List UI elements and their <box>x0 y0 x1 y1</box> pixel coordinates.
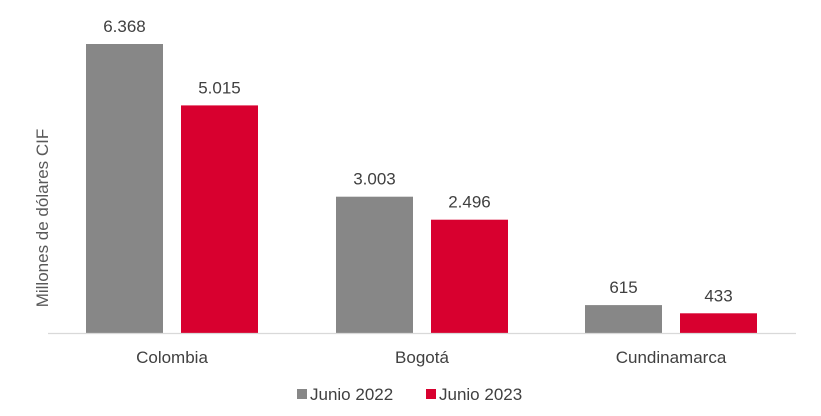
data-label: 433 <box>704 286 732 305</box>
bar-cundinamarca-series-1 <box>585 305 662 333</box>
category-labels: Colombia Bogotá Cundinamarca <box>136 348 727 367</box>
bar-colombia-series-1 <box>86 44 163 333</box>
x-tick-label: Bogotá <box>395 348 449 367</box>
y-axis-title: Millones de dólares CIF <box>33 129 52 308</box>
data-label: 2.496 <box>448 193 491 212</box>
bar-bogotá-series-2 <box>431 219 508 333</box>
data-label: 5.015 <box>198 78 241 97</box>
legend-item: Junio 2022 <box>297 385 393 404</box>
legend: Junio 2022 Junio 2023 <box>297 385 522 404</box>
bar-bogotá-series-1 <box>336 196 413 333</box>
data-label: 6.368 <box>103 17 146 36</box>
legend-label: Junio 2023 <box>439 385 522 404</box>
legend-swatch <box>426 389 436 399</box>
legend-swatch <box>297 389 307 399</box>
x-tick-label: Cundinamarca <box>616 348 727 367</box>
legend-label: Junio 2022 <box>310 385 393 404</box>
bar-cundinamarca-series-2 <box>680 313 757 333</box>
bar-colombia-series-2 <box>181 105 258 334</box>
data-label: 615 <box>609 278 637 297</box>
bars-layer: 6.368 3.003 615 5.015 2.496 433 <box>86 17 757 334</box>
x-tick-label: Colombia <box>136 348 208 367</box>
legend-item: Junio 2023 <box>426 385 522 404</box>
data-label: 3.003 <box>353 170 396 189</box>
